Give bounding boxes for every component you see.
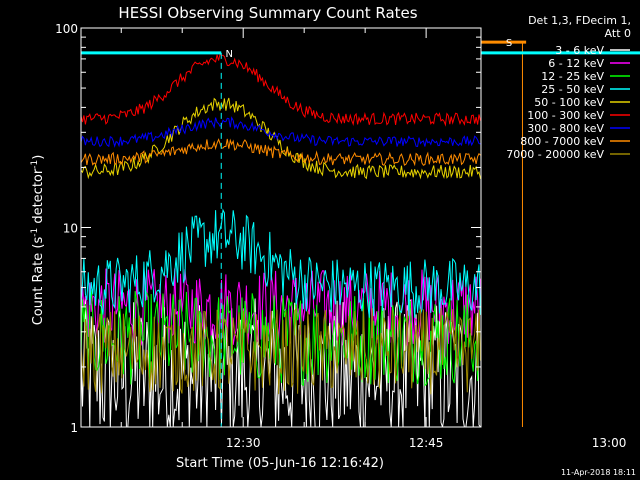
series-5-segment-0 — [80, 53, 481, 127]
series-5 — [80, 53, 481, 127]
series-6 — [80, 116, 481, 148]
legend-title: Det 1,3, FDecim 1, — [528, 14, 631, 27]
y-axis-label-exponent: -1 — [30, 228, 40, 237]
series-2-segment-0 — [80, 289, 481, 387]
legend-label-7: 800 - 7000 keV — [520, 135, 604, 148]
y-axis-label-end: ) — [31, 155, 46, 160]
y-axis-label-suffix: detector — [31, 168, 46, 228]
series-7 — [80, 138, 481, 167]
plot-data-layer: NS — [80, 38, 640, 428]
x-tick-label-1: 12:45 — [409, 436, 444, 450]
series-1-segment-0 — [80, 268, 481, 346]
footer-date: 11-Apr-2018 18:11 — [561, 468, 636, 477]
flag-0-label: N — [226, 49, 233, 60]
series-4 — [80, 97, 481, 180]
series-1 — [80, 268, 481, 346]
legend-subtitle: Att 0 — [605, 27, 631, 40]
flag-1-label: S — [506, 38, 512, 49]
legend-label-5: 100 - 300 keV — [527, 109, 604, 122]
y-axis-label-exponent-2: -1 — [30, 160, 40, 169]
y-axis-label-prefix: Count Rate (s — [31, 237, 46, 326]
legend-label-3: 25 - 50 keV — [541, 83, 604, 96]
series-8-segment-0 — [80, 307, 481, 395]
legend-label-1: 6 - 12 keV — [548, 57, 604, 70]
chart-title: HESSI Observing Summary Count Rates — [118, 4, 417, 22]
series-8 — [80, 307, 481, 395]
legend-label-2: 12 - 25 keV — [541, 70, 604, 83]
series-2 — [80, 289, 481, 387]
x-axis-label: Start Time (05-Jun-16 12:16:42) — [176, 456, 384, 471]
series-4-segment-0 — [80, 97, 481, 180]
y-tick-label-0: 1 — [70, 421, 78, 435]
legend-label-8: 7000 - 20000 keV — [506, 148, 604, 161]
legend-label-4: 50 - 100 keV — [534, 96, 604, 109]
series-6-segment-0 — [80, 116, 481, 148]
series-3-segment-0 — [80, 208, 481, 318]
y-tick-label-1: 10 — [63, 222, 78, 236]
flag-2 — [481, 51, 640, 55]
y-tick-label-2: 100 — [55, 22, 78, 36]
x-tick-label-2: 13:00 — [592, 436, 627, 450]
legend-label-6: 300 - 800 keV — [527, 122, 604, 135]
flag-1: S — [481, 38, 527, 427]
flag-0: N — [81, 49, 233, 427]
series-7-segment-0 — [80, 138, 481, 167]
x-tick-label-0: 12:30 — [226, 436, 261, 450]
y-axis-label: Count Rate (s-1 detector-1) — [30, 155, 46, 326]
series-3 — [80, 208, 481, 318]
legend-label-0: 3 - 6 keV — [555, 44, 604, 57]
